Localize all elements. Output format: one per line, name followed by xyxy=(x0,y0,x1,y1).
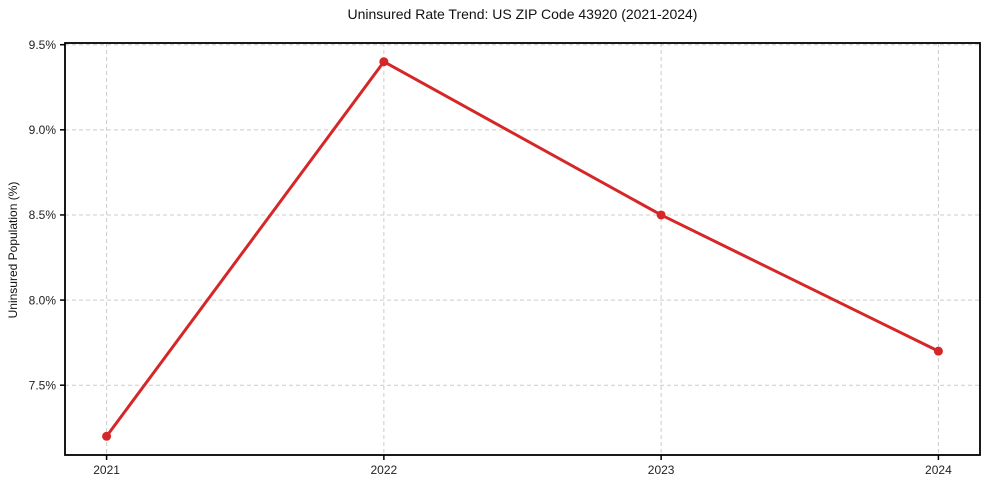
y-tick-label: 9.0% xyxy=(29,123,57,137)
plot-border xyxy=(64,42,981,456)
data-point-marker xyxy=(102,431,112,441)
data-point-marker xyxy=(379,57,389,67)
data-point-marker xyxy=(656,210,666,220)
y-tick-label: 9.5% xyxy=(29,38,57,52)
chart-title: Uninsured Rate Trend: US ZIP Code 43920 … xyxy=(347,6,698,22)
x-tick-label: 2022 xyxy=(371,463,398,477)
y-tick-label: 8.5% xyxy=(29,208,57,222)
data-point-marker xyxy=(933,346,943,356)
y-tick-label: 7.5% xyxy=(29,378,57,392)
x-tick-label: 2021 xyxy=(93,463,120,477)
y-tick-label: 8.0% xyxy=(29,293,57,307)
trend-line xyxy=(105,60,940,438)
x-tick-label: 2023 xyxy=(648,463,675,477)
x-tick-label: 2024 xyxy=(925,463,952,477)
